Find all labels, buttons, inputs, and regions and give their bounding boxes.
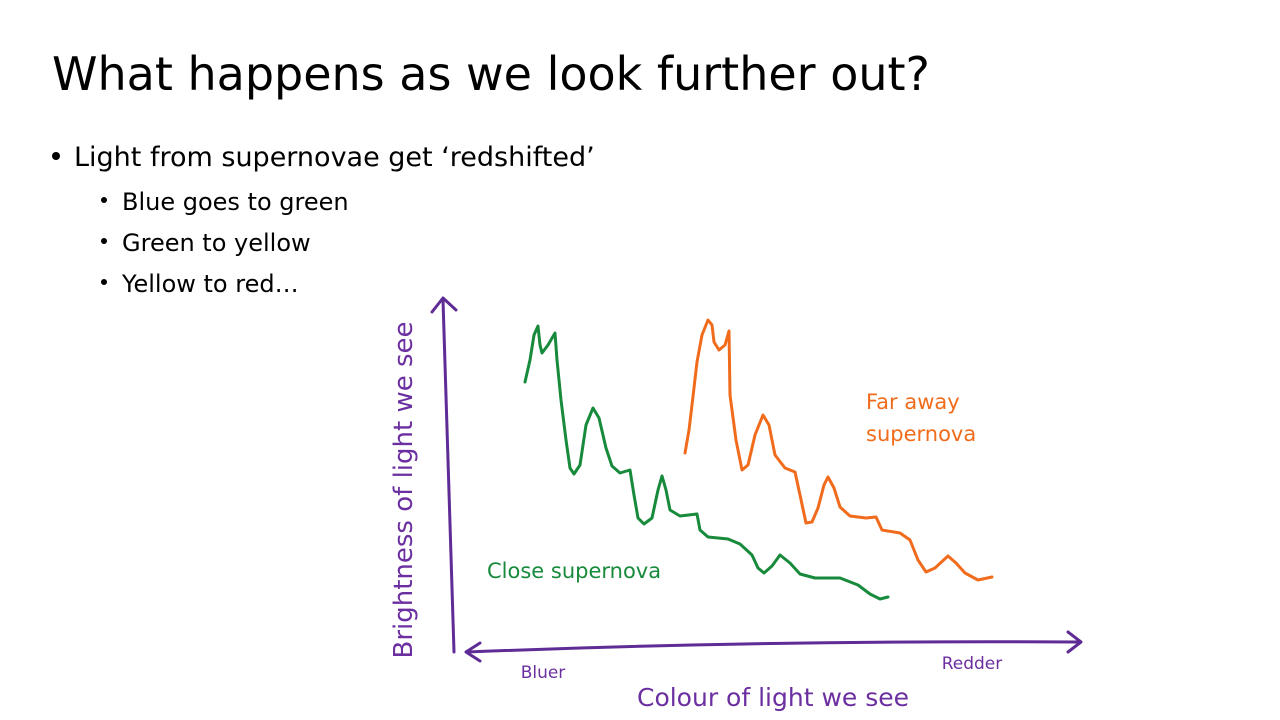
y-arrowhead [430, 296, 458, 314]
far-label: Far away [866, 390, 960, 414]
bullet-dot [101, 197, 107, 203]
bullet-dot [101, 279, 107, 285]
far-label: supernova [866, 422, 976, 446]
y-axis [441, 298, 456, 654]
bullet-dot [101, 238, 107, 244]
x-left-label: Bluer [521, 663, 566, 683]
y-axis-label: Brightness of light we see [389, 321, 419, 658]
axes [430, 296, 1083, 663]
far-spectrum [683, 318, 994, 582]
sub-bullet: Blue goes to green [122, 188, 349, 216]
x-arrowhead [1066, 630, 1083, 654]
x-axis-label: Colour of light we see [637, 683, 909, 712]
close-spectrum [523, 324, 890, 601]
x-arrowhead [464, 641, 482, 663]
slide-title: What happens as we look further out? [52, 47, 930, 101]
sub-bullet: Yellow to red… [121, 270, 299, 298]
close-label: Close supernova [487, 559, 661, 583]
bullet-dot [52, 152, 60, 160]
bullet: Light from supernovae get ‘redshifted’ [74, 142, 595, 173]
sub-bullet: Green to yellow [122, 229, 311, 257]
x-right-label: Redder [942, 654, 1003, 674]
x-axis [465, 640, 1082, 654]
